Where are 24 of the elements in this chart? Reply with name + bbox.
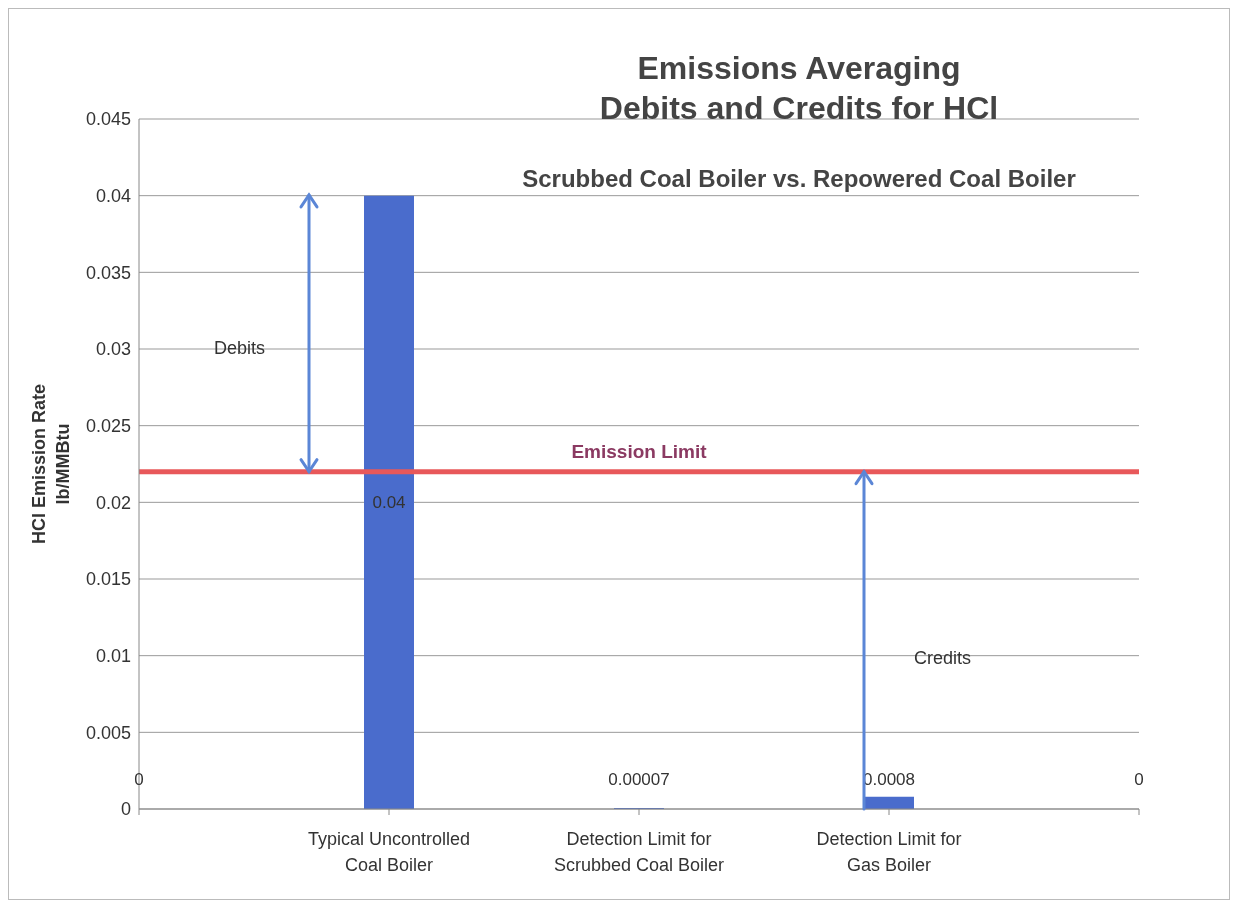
x-tick-label: Typical Uncontrolled Coal Boiler (307, 829, 471, 875)
data-label: 0 (1134, 770, 1144, 789)
y-tick-label: 0.005 (85, 722, 131, 743)
x-tick-label: Detection Limit for Gas Boiler (816, 829, 962, 875)
annotation: Credits (914, 648, 972, 669)
y-axis-title: HCl Emission Rate lb/MMBtu (29, 383, 73, 545)
y-tick-label: 0.01 (95, 646, 131, 667)
chart-title: Emissions Averaging Debits and Credits for HCl (599, 50, 999, 126)
data-label: 0.00007 (608, 770, 670, 789)
y-tick-label: 0 (120, 799, 131, 820)
y-tick-label: 0.015 (85, 569, 131, 590)
data-label: 0 (134, 770, 144, 789)
y-tick-label: 0.025 (85, 416, 131, 437)
ref-line-label: Emission Limit (571, 440, 708, 462)
y-tick-label: 0.03 (95, 339, 131, 360)
y-tick-label: 0.045 (85, 109, 131, 130)
y-tick-label: 0.035 (85, 262, 131, 283)
data-label: 0.04 (372, 493, 406, 513)
y-tick-label: 0.02 (95, 492, 131, 513)
x-tick-label: Detection Limit for Scrubbed Coal Boiler (553, 829, 725, 875)
data-label: 0.0008 (863, 770, 915, 789)
text: Scrubbed Coal Boiler vs. Repowered Coal Boiler (522, 165, 1076, 192)
y-tick-label: 0.04 (95, 186, 131, 207)
annotation: Debits (214, 337, 266, 358)
